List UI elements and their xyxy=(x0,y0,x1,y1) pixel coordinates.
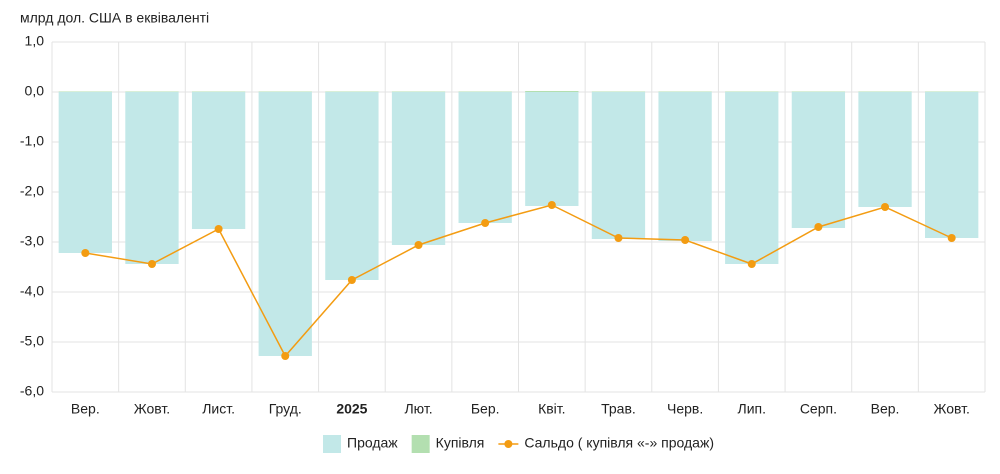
point xyxy=(681,236,690,244)
bar xyxy=(258,92,312,356)
bar xyxy=(458,91,512,92)
point xyxy=(814,223,823,231)
x-tick-label: Жовт. xyxy=(134,401,170,417)
y-tick-label: -6,0 xyxy=(20,383,44,399)
x-tick-label: Жовт. xyxy=(933,401,969,417)
point xyxy=(347,276,356,284)
bar xyxy=(591,92,646,239)
legend-item: Купівля xyxy=(411,435,485,453)
y-tick-label: -5,0 xyxy=(20,333,44,349)
bar xyxy=(725,92,779,264)
x-tick-label: Трав. xyxy=(601,401,636,417)
point xyxy=(947,234,956,242)
bar xyxy=(725,91,779,92)
bar xyxy=(858,92,912,207)
point xyxy=(214,225,223,233)
line xyxy=(85,204,952,358)
bar xyxy=(925,92,979,238)
x-tick-label: Бер. xyxy=(471,401,500,417)
point xyxy=(281,352,290,360)
legend-label: Продаж xyxy=(347,435,398,451)
legend-item: Продаж xyxy=(323,435,398,453)
x-tick-label: Лист. xyxy=(202,401,235,417)
bar xyxy=(458,92,512,223)
y-tick-label: -3,0 xyxy=(20,233,44,249)
bar xyxy=(325,92,379,280)
legend-item: Сальдо ( купівля «-» продаж) xyxy=(498,435,714,451)
y-tick-label: -1,0 xyxy=(20,133,44,149)
point xyxy=(147,260,156,268)
bar xyxy=(858,91,912,92)
x-tick-label: 2025 xyxy=(336,401,367,417)
bar xyxy=(658,91,712,92)
point xyxy=(81,249,90,257)
point xyxy=(747,260,756,268)
bar xyxy=(391,91,446,92)
bar xyxy=(925,91,979,92)
bar xyxy=(325,91,379,92)
y-tick-label: -2,0 xyxy=(20,183,44,199)
x-tick-label: Квіт. xyxy=(538,401,565,417)
bar xyxy=(525,91,579,92)
point xyxy=(614,234,623,242)
bar xyxy=(191,92,246,229)
legend-swatch xyxy=(411,435,430,453)
y-tick-label: 0,0 xyxy=(25,83,45,99)
x-tick-label: Вер. xyxy=(71,401,100,417)
y-tick-label: -4,0 xyxy=(20,283,44,299)
bar xyxy=(391,92,446,245)
bar xyxy=(258,91,312,92)
point xyxy=(881,203,890,211)
point xyxy=(481,219,490,227)
point xyxy=(414,241,423,249)
bar xyxy=(591,91,646,92)
legend-swatch xyxy=(323,435,342,453)
x-tick-label: Лип. xyxy=(738,401,766,417)
legend-label: Сальдо ( купівля «-» продаж) xyxy=(524,435,714,451)
point xyxy=(547,201,556,209)
legend-swatch xyxy=(504,440,513,448)
bar xyxy=(791,92,846,228)
bar xyxy=(191,91,246,92)
x-tick-label: Вер. xyxy=(871,401,900,417)
bar xyxy=(658,92,712,241)
bar xyxy=(791,91,846,92)
x-tick-label: Лют. xyxy=(404,401,432,417)
legend-label: Купівля xyxy=(436,435,485,451)
bar xyxy=(58,92,112,253)
x-tick-label: Черв. xyxy=(667,401,703,417)
x-tick-label: Груд. xyxy=(269,401,302,417)
y-tick-label: 1,0 xyxy=(25,33,45,49)
bar xyxy=(525,92,579,206)
bar xyxy=(125,92,179,264)
x-tick-label: Серп. xyxy=(800,401,837,417)
y-axis-label: млрд дол. США в еквіваленті xyxy=(20,10,209,26)
bar xyxy=(58,91,112,92)
bar xyxy=(125,91,179,92)
